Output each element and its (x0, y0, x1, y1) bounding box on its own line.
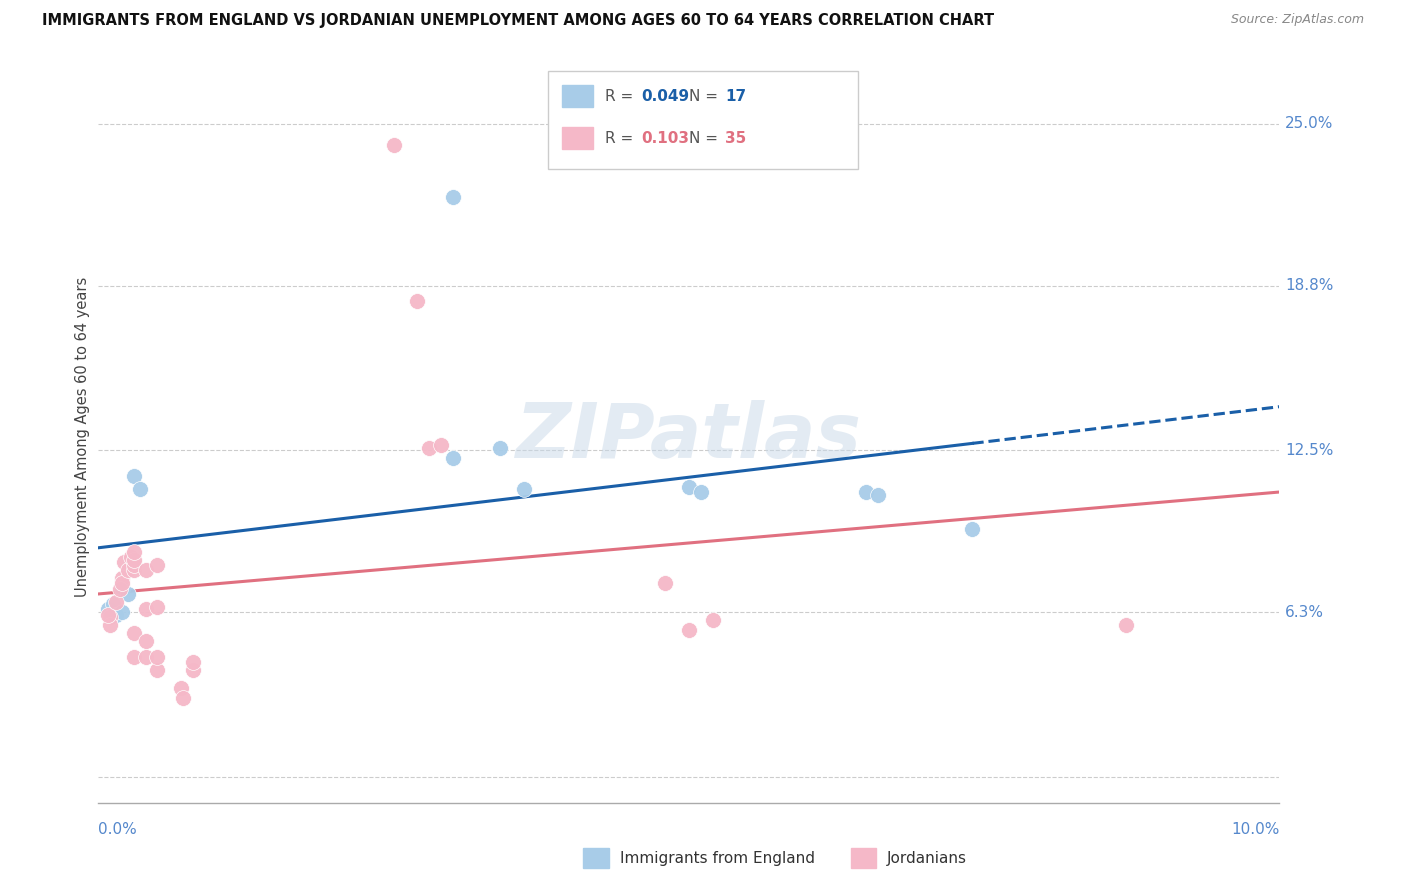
Point (98, 610, 121, 624)
Text: Jordanians: Jordanians (887, 851, 967, 865)
Point (121, 550, 143, 565)
Point (128, 483, 150, 497)
Point (170, 681, 193, 695)
Point (101, 597, 124, 611)
Text: ZIPatlas: ZIPatlas (516, 401, 862, 474)
Point (117, 587, 139, 601)
Point (122, 649, 145, 664)
Text: 35: 35 (725, 131, 747, 145)
Point (430, 438, 453, 452)
Point (172, 691, 194, 706)
Point (122, 558, 145, 573)
Point (489, 441, 512, 455)
Text: Source: ZipAtlas.com: Source: ZipAtlas.com (1230, 13, 1364, 27)
Point (97, 607, 120, 622)
Text: 0.103: 0.103 (641, 131, 689, 145)
Point (441, 450, 464, 465)
Point (855, 485, 877, 500)
Text: 25.0%: 25.0% (1285, 116, 1333, 131)
Point (108, 582, 131, 596)
Point (962, 521, 984, 535)
Text: IMMIGRANTS FROM ENGLAND VS JORDANIAN UNEMPLOYMENT AMONG AGES 60 TO 64 YEARS CORR: IMMIGRANTS FROM ENGLAND VS JORDANIAN UNE… (42, 13, 994, 29)
Text: 10.0%: 10.0% (1232, 822, 1279, 838)
Point (654, 576, 676, 591)
Point (122, 626, 145, 640)
Point (105, 594, 128, 608)
Point (146, 558, 169, 573)
Text: 17: 17 (725, 89, 747, 103)
Point (181, 655, 204, 669)
Point (866, 487, 889, 501)
Point (512, 483, 534, 497)
Point (111, 605, 134, 619)
Point (122, 553, 145, 567)
Point (678, 480, 700, 494)
Point (111, 576, 134, 591)
Point (111, 571, 134, 585)
Point (678, 624, 700, 638)
Point (122, 545, 145, 559)
Point (135, 602, 157, 616)
Text: N =: N = (689, 89, 723, 103)
Point (117, 563, 139, 577)
Point (112, 556, 135, 570)
Point (97, 602, 120, 616)
Point (689, 485, 711, 500)
Text: R =: R = (605, 89, 638, 103)
Point (146, 649, 169, 664)
Point (702, 613, 724, 627)
Point (122, 469, 145, 483)
Text: 12.5%: 12.5% (1285, 442, 1333, 458)
Point (98, 618, 121, 632)
Point (105, 607, 128, 622)
Text: 0.0%: 0.0% (98, 822, 138, 838)
Text: 18.8%: 18.8% (1285, 278, 1333, 293)
Text: Immigrants from England: Immigrants from England (620, 851, 815, 865)
Point (146, 599, 169, 614)
Y-axis label: Unemployment Among Ages 60 to 64 years: Unemployment Among Ages 60 to 64 years (75, 277, 90, 598)
Text: 6.3%: 6.3% (1285, 605, 1324, 620)
Point (122, 563, 145, 577)
Point (135, 649, 157, 664)
Point (418, 441, 440, 455)
Point (382, 137, 405, 152)
Text: 0.049: 0.049 (641, 89, 689, 103)
Text: N =: N = (689, 131, 723, 145)
Point (181, 663, 204, 677)
Point (111, 582, 134, 596)
Point (406, 294, 429, 309)
Point (135, 563, 157, 577)
Point (135, 633, 157, 648)
Point (441, 190, 464, 204)
Point (146, 663, 169, 677)
Text: R =: R = (605, 131, 638, 145)
Point (1115, 618, 1137, 632)
